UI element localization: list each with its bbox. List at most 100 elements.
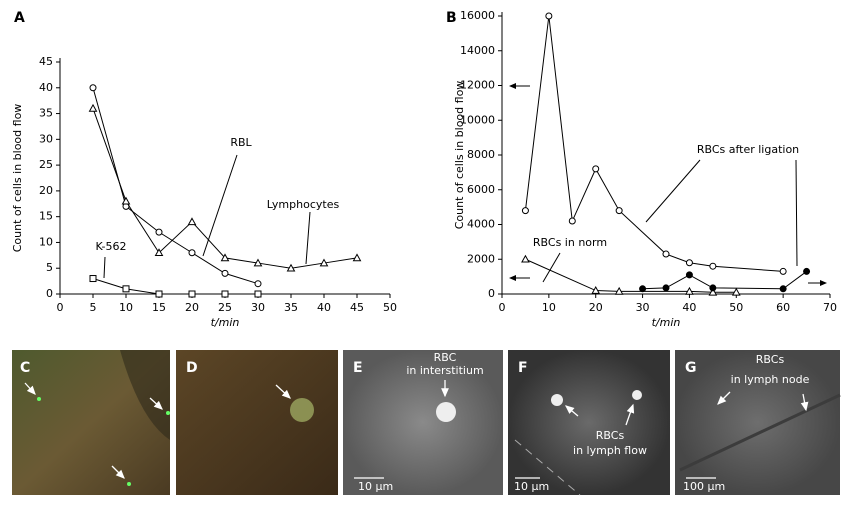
cell [632,390,642,400]
point [122,285,130,293]
charts: A 0 5 10 15 20 25 30 35 40 45 0 5 10 15 20 25 30 35 40 45 50 t… [11,9,837,329]
panel-label: E [353,360,363,376]
series-line [92,87,259,285]
panel-f: RBCs in lymph flow 10 μm F [508,350,670,496]
point [188,290,196,298]
x-tick-label: 50 [729,301,743,314]
caption: in lymph node [731,373,810,386]
series-label: K-562 [95,240,126,253]
point [155,290,163,298]
arrow [111,465,125,479]
x-tick-label: 45 [350,301,364,314]
leader-line [795,159,798,267]
point [254,280,262,288]
point [121,196,131,205]
point [591,285,601,294]
arrow [565,405,579,417]
x-tick-label: 15 [152,301,166,314]
leader-line [645,159,701,223]
y-tick-label: 4000 [467,218,495,231]
series-label: Lymphocytes [267,198,340,211]
x-tick-label: 30 [636,301,650,314]
point [614,286,624,295]
x-tick-label: 40 [317,301,331,314]
cell [166,411,170,415]
cell [551,394,563,406]
series-line [92,108,358,269]
series-label: RBCs in norm [533,236,607,249]
point [352,253,362,262]
y-tick-label: 2000 [467,252,495,265]
panel-label: F [518,360,528,376]
point [779,267,787,275]
caption: RBC [434,351,457,364]
caption: RBCs [596,429,625,442]
point [221,290,229,298]
x-tick-label: 0 [57,301,64,314]
y-tick-label: 5 [46,261,53,274]
vessel-edge [514,439,581,496]
panel-label: D [186,360,198,376]
point [254,290,262,298]
y-tick-label: 6000 [467,183,495,196]
point [662,284,670,292]
vessel [679,393,841,472]
series-line [92,278,258,295]
micrograph [343,350,503,495]
leader-line [305,211,311,265]
micrograph [675,350,840,495]
x-tick-label: 30 [251,301,265,314]
cell-cluster [290,398,314,422]
caption: in interstitium [406,364,483,377]
y-tick-label: 40 [39,81,53,94]
point [319,258,329,267]
panel-c: C [12,350,170,495]
point [154,248,164,257]
x-axis-label: t/min [211,316,240,329]
y-tick-label: 10000 [460,113,495,126]
caption: RBCs [756,353,785,366]
point [545,12,553,20]
point [709,262,717,270]
y-tick-label: 15 [39,210,53,223]
point [779,285,787,293]
caption: in lymph flow [573,444,647,457]
x-tick-label: 60 [776,301,790,314]
cell [436,402,456,422]
x-tick-label: 20 [185,301,199,314]
y-tick-label: 45 [39,55,53,68]
y-tick-label: 16000 [460,9,495,22]
leader-line [202,154,238,257]
panel-d: D [176,350,338,495]
point [187,217,197,226]
y-tick-label: 8000 [467,148,495,161]
arrow [625,403,635,426]
cell [127,482,131,486]
y-tick-label: 12000 [460,79,495,92]
point [253,258,263,267]
x-tick-label: 25 [218,301,232,314]
x-tick-label: 10 [119,301,133,314]
point [731,287,741,296]
x-tick-label: 35 [284,301,298,314]
arrow [149,397,163,410]
arrow [800,393,809,412]
x-tick-label: 10 [542,301,556,314]
point [639,285,647,293]
y-tick-label: 25 [39,158,53,171]
point [685,286,694,295]
series-label: RBCs after ligation [697,143,799,156]
x-axis-label: t/min [652,316,681,329]
x-tick-label: 50 [383,301,397,314]
point [615,207,623,215]
y-axis-label: Count of cells in blood flow [11,104,24,253]
tissue [120,350,170,440]
point [155,228,163,236]
leader-line [542,252,561,283]
point [803,267,811,275]
point [709,284,717,292]
x-tick-label: 0 [499,301,506,314]
arrow [275,384,291,399]
micrograph [508,350,670,495]
